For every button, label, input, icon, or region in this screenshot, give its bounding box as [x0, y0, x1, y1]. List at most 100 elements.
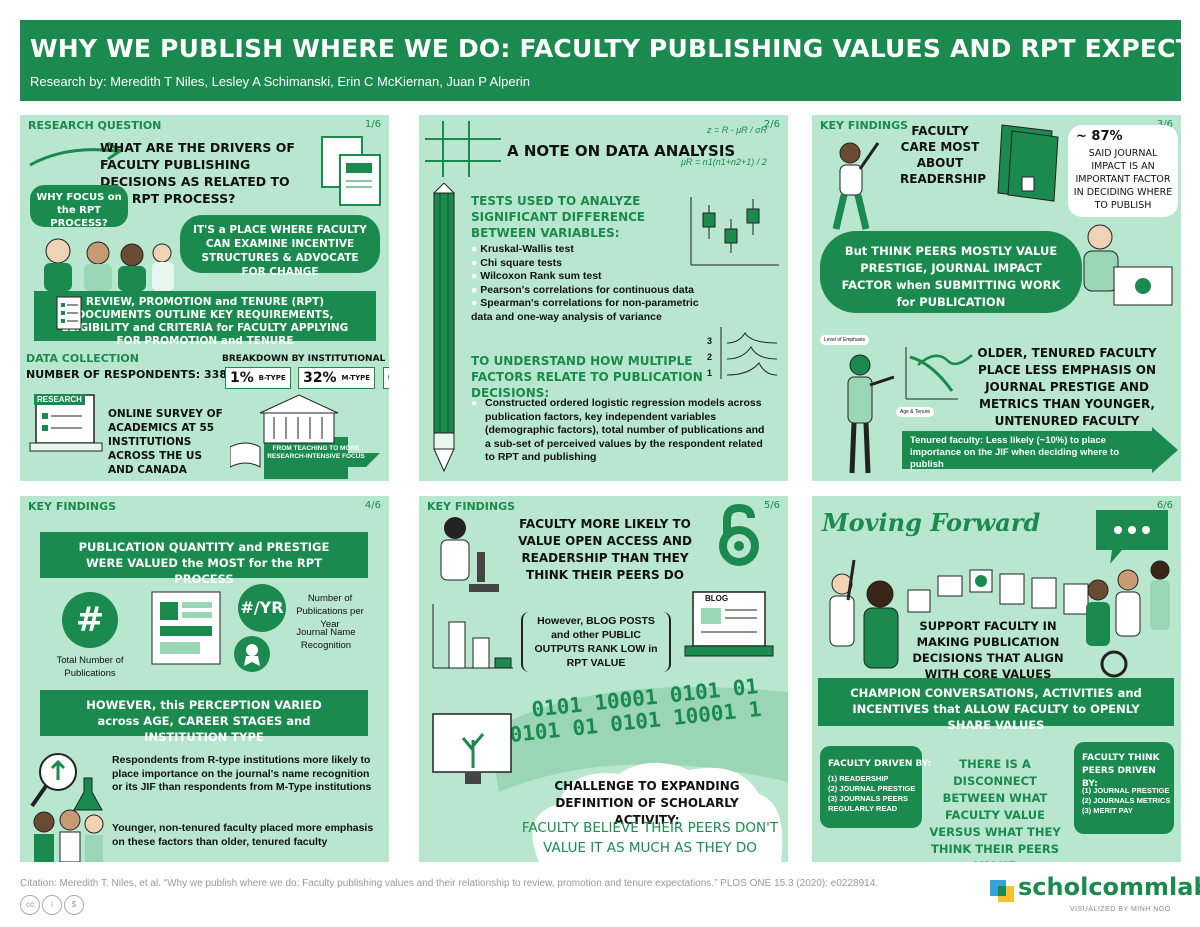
formula-z: z = R - μR / σR: [707, 125, 768, 135]
test-item: ● Chi square tests: [471, 256, 562, 269]
older-faculty-text: OLDER, TENURED FACULTY PLACE LESS EMPHAS…: [977, 346, 1157, 428]
institution-types: 1% B-TYPE 32% M-TYPE 66% R-TYPE: [225, 367, 389, 389]
bar-chart-icon: [432, 604, 513, 669]
panel-moving-forward: 6/6 Moving Forward SUPPORT FACULTY in MA…: [812, 496, 1181, 862]
logo-text: scholcommlab: [1018, 873, 1200, 901]
faculty-driven-list: (1) READERSHIP (2) JOURNAL PRESTIGE (3) JO…: [828, 774, 916, 813]
tests-list: ● Kruskal-Wallis test ● Chi square tests…: [471, 243, 706, 324]
survey-text: ONLINE SURVEY of ACADEMICS at 55 INSTITU…: [108, 408, 223, 476]
per-year-icon: #/YR: [238, 584, 286, 632]
panel-number: 4/6: [364, 500, 381, 511]
faculty-group-icon: [44, 238, 174, 291]
page-title: WHY WE PUBLISH WHERE WE DO: FACULTY PUBL…: [30, 34, 1200, 63]
challenge-text: CHALLENGE to EXPANDING DEFINITION of SCH…: [554, 779, 740, 827]
analysis-title: A NOTE ON DATA ANALYSIS: [507, 142, 736, 160]
faculty-driven-box: [820, 746, 922, 828]
believe-text: FACULTY BELIEVE THEIR PEERS DON'T VALUE …: [521, 820, 779, 856]
disconnect-text: THERE IS a DISCONNECT between WHAT FACUL…: [929, 757, 1061, 862]
tenured-arrow-text: Tenured faculty: Less likely (~10%) to p…: [910, 435, 1120, 470]
percent-value: ~ 87%: [1076, 129, 1123, 144]
age-label: Age & Tenure: [896, 407, 935, 417]
peers-driven-box: [1074, 742, 1174, 834]
panel-number: 1/6: [364, 119, 381, 130]
why-rpt-bubble: WHY FOCUS on the RPT PROCESS?: [30, 185, 128, 229]
factors-item: ● Constructed ordered logistic regressio…: [471, 397, 765, 463]
journal-recognition-label: Journal Name Recognition: [296, 627, 356, 651]
document-clipboard-icon: [151, 591, 221, 665]
blog-laptop-icon: [684, 591, 774, 657]
documents-stream-icon: [907, 569, 1089, 615]
binary-stream-wave: [489, 687, 788, 792]
panel-number: 5/6: [763, 500, 780, 511]
faculty-trio-icon: [33, 809, 104, 862]
people-celebrating-icon: [1086, 560, 1170, 678]
person-pointing-icon: [847, 354, 895, 474]
checklist-icon: [56, 296, 82, 330]
panel-tag: KEY FINDINGS: [28, 500, 117, 513]
scientist-microscope-icon: [440, 517, 499, 592]
peers-driven-list: (1) JOURNAL PRESTIGE (2) JOURNALS METRICS…: [1082, 786, 1171, 815]
research-question: WHAT ARE the DRIVERS of FACULTY PUBLISHI…: [100, 140, 295, 206]
cc-icon: cc: [20, 895, 40, 915]
quantity-ribbon: PUBLICATION QUANTITY and PRESTIGE WERE V…: [40, 532, 368, 586]
peers-cloud: But THINK PEERS MOSTLY VALUE PRESTIGE, J…: [820, 231, 1082, 313]
person-cheering-icon: [832, 142, 880, 230]
documents-icon: [321, 136, 381, 206]
panel-key-findings-3: KEY FINDINGS 3/6 FACULTY CARE MOST about…: [812, 115, 1181, 481]
blog-posts-text: However, BLOG POSTS and other PUBLIC OUT…: [521, 612, 671, 672]
magnifier-flask-icon: [30, 753, 103, 811]
champion-ribbon: CHAMPION CONVERSATIONS, ACTIVITIES and I…: [818, 678, 1174, 732]
panel-tag: RESEARCH QUESTION: [28, 119, 162, 132]
faculty-driven-title: FACULTY DRIVEN BY:: [828, 759, 932, 769]
younger-faculty-text: Younger, non-tenured faculty placed more…: [112, 822, 374, 848]
test-item: ● Wilcoxon Rank sum test: [471, 270, 602, 282]
perception-ribbon: HOWEVER, this PERCEPTION VARIED across A…: [40, 690, 368, 744]
moving-forward-title: Moving Forward: [822, 508, 1041, 537]
panel-number: 3/6: [1157, 119, 1173, 130]
data-collection-label: DATA COLLECTION: [26, 352, 139, 365]
respondents-count: NUMBER OF RESPONDENTS: 338: [26, 368, 227, 381]
blog-label: BLOG: [705, 594, 729, 603]
panel-data-analysis: 2/6 z = R - μR / σR μR = n1(n1+n2+1) / 2…: [419, 115, 788, 481]
panel-research-question: RESEARCH QUESTION 1/6 WHAT ARE the DRIVE…: [20, 115, 389, 481]
factors-heading: TO UNDERSTAND HOW MULTIPLE FACTORS RELAT…: [471, 354, 703, 400]
trend-arrow-icon: [905, 347, 958, 400]
cc-license-icons: cc i $: [20, 894, 86, 915]
percent-text: SAID JOURNAL IMPACT IS AN IMPORTANT FACT…: [1073, 148, 1173, 211]
test-item: ● Spearman's correlations for non-parame…: [471, 297, 699, 323]
header-banner: WHY WE PUBLISH WHERE WE DO: FACULTY PUBL…: [20, 20, 1200, 101]
panel-key-findings-5: KEY FINDINGS 5/6 FACULTY MORE LIKELY to …: [419, 496, 788, 862]
recognition-icon: [234, 636, 270, 672]
percent-box: [1068, 125, 1178, 217]
panel-number: 2/6: [763, 119, 780, 130]
ridgeline-icon: [720, 327, 778, 379]
panel-key-findings-4: KEY FINDINGS 4/6 PUBLICATION QUANTITY an…: [20, 496, 389, 862]
formula-mu: μR = n1(n1+n2+1) / 2: [681, 157, 767, 167]
total-pubs-label: Total Number of Publications: [56, 655, 124, 679]
by-icon: i: [42, 895, 62, 915]
tests-heading: TESTS USED to ANALYZE SIGNIFICANT DIFFER…: [471, 194, 646, 240]
readership-text: FACULTY CARE MOST about READERSHIP: [900, 124, 987, 186]
panel-tag: KEY FINDINGS: [820, 119, 909, 132]
peers-driven-title: FACULTY THINK PEERS DRIVEN BY:: [1082, 753, 1160, 789]
journal-book-icon: [997, 124, 1059, 202]
focus-arrow-label: FROM TEACHING TO MORE RESEARCH-INTENSIVE…: [267, 445, 365, 460]
open-access-text: FACULTY MORE LIKELY to VALUE OPEN ACCESS…: [518, 517, 692, 582]
level-label: Level of Emphasis: [820, 335, 869, 345]
arrow-banner: [902, 427, 1178, 473]
citation: Citation: Meredith T. Niles, et al. “Why…: [20, 878, 879, 889]
pencil-icon: [432, 183, 456, 473]
boxplot-icon: [690, 197, 779, 266]
answer-bubble: IT'S a PLACE WHERE FACULTY CAN EXAMINE I…: [180, 215, 380, 278]
person-laptop-icon: [1083, 224, 1173, 306]
r-type-text: Respondents from R-type institutions mor…: [112, 754, 372, 793]
cloud-shape: [532, 762, 783, 862]
nc-icon: $: [64, 895, 84, 915]
faculty-pair-icon: [829, 559, 899, 669]
scholcommlab-logo: scholcommlab VISUALIZED BY MINH NGO: [990, 873, 1200, 913]
support-text: SUPPORT FACULTY in MAKING PUBLICATION DE…: [912, 619, 1064, 681]
research-label: RESEARCH: [34, 394, 85, 405]
speech-bubble-icon: [1096, 510, 1168, 564]
test-item: ● Kruskal-Wallis test: [471, 243, 574, 255]
